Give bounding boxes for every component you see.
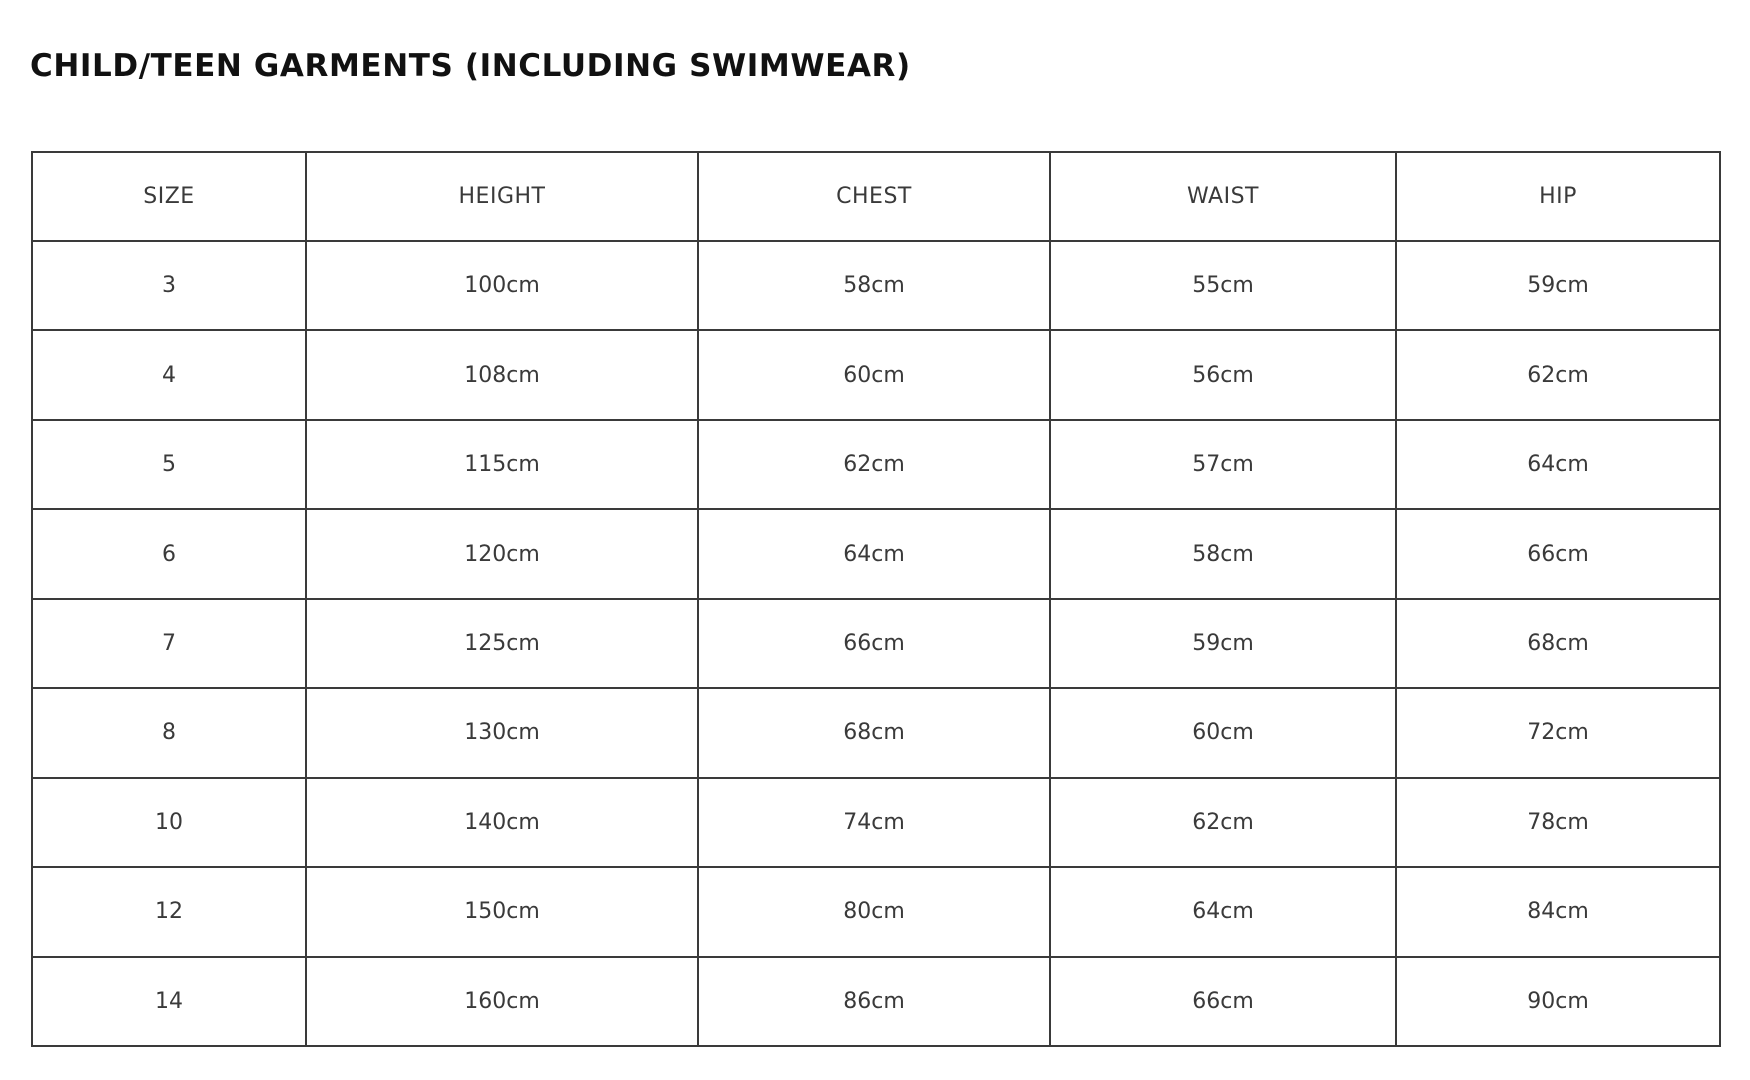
cell-chest: 86cm (697, 955, 1051, 1047)
cell-waist: 58cm (1049, 508, 1397, 600)
cell-hip: 66cm (1395, 508, 1721, 600)
cell-height: 125cm (305, 597, 699, 690)
cell-size: 4 (31, 329, 307, 421)
cell-size: 14 (31, 955, 307, 1047)
cell-waist: 60cm (1049, 687, 1397, 779)
table-row: 4 108cm 60cm 56cm 62cm (31, 329, 1721, 421)
table-row: 12 150cm 80cm 64cm 84cm (31, 866, 1721, 958)
table-row: 7 125cm 66cm 59cm 68cm (31, 597, 1721, 690)
page-title: CHILD/TEEN GARMENTS (INCLUDING SWIMWEAR) (30, 48, 911, 84)
cell-size: 6 (31, 508, 307, 600)
table-row: 14 160cm 86cm 66cm 90cm (31, 955, 1721, 1047)
cell-chest: 64cm (697, 508, 1051, 600)
cell-height: 120cm (305, 508, 699, 600)
table-row: 5 115cm 62cm 57cm 64cm (31, 418, 1721, 511)
column-header-size: SIZE (31, 151, 307, 242)
cell-height: 108cm (305, 329, 699, 421)
column-header-height: HEIGHT (305, 151, 699, 242)
table-row: 8 130cm 68cm 60cm 72cm (31, 687, 1721, 779)
cell-height: 150cm (305, 866, 699, 958)
cell-waist: 55cm (1049, 239, 1397, 332)
cell-waist: 56cm (1049, 329, 1397, 421)
cell-chest: 68cm (697, 687, 1051, 779)
cell-size: 7 (31, 597, 307, 690)
cell-height: 130cm (305, 687, 699, 779)
column-header-hip: HIP (1395, 151, 1721, 242)
cell-chest: 58cm (697, 239, 1051, 332)
cell-hip: 64cm (1395, 418, 1721, 511)
cell-hip: 90cm (1395, 955, 1721, 1047)
cell-size: 8 (31, 687, 307, 779)
cell-chest: 80cm (697, 866, 1051, 958)
cell-hip: 59cm (1395, 239, 1721, 332)
cell-hip: 72cm (1395, 687, 1721, 779)
cell-chest: 74cm (697, 776, 1051, 869)
cell-size: 5 (31, 418, 307, 511)
table-row: 10 140cm 74cm 62cm 78cm (31, 776, 1721, 869)
column-header-chest: CHEST (697, 151, 1051, 242)
cell-waist: 64cm (1049, 866, 1397, 958)
table-row: 6 120cm 64cm 58cm 66cm (31, 508, 1721, 600)
column-header-waist: WAIST (1049, 151, 1397, 242)
table-header-row: SIZE HEIGHT CHEST WAIST HIP (31, 151, 1721, 242)
cell-chest: 62cm (697, 418, 1051, 511)
size-chart-table: SIZE HEIGHT CHEST WAIST HIP 3 100cm 58cm 55cm 59… (31, 151, 1721, 1047)
cell-hip: 68cm (1395, 597, 1721, 690)
cell-size: 12 (31, 866, 307, 958)
cell-hip: 78cm (1395, 776, 1721, 869)
cell-height: 140cm (305, 776, 699, 869)
table-row: 3 100cm 58cm 55cm 59cm (31, 239, 1721, 332)
cell-size: 3 (31, 239, 307, 332)
cell-height: 100cm (305, 239, 699, 332)
cell-waist: 66cm (1049, 955, 1397, 1047)
cell-height: 115cm (305, 418, 699, 511)
cell-size: 10 (31, 776, 307, 869)
cell-chest: 66cm (697, 597, 1051, 690)
cell-waist: 59cm (1049, 597, 1397, 690)
cell-waist: 62cm (1049, 776, 1397, 869)
cell-chest: 60cm (697, 329, 1051, 421)
cell-height: 160cm (305, 955, 699, 1047)
cell-waist: 57cm (1049, 418, 1397, 511)
cell-hip: 84cm (1395, 866, 1721, 958)
cell-hip: 62cm (1395, 329, 1721, 421)
